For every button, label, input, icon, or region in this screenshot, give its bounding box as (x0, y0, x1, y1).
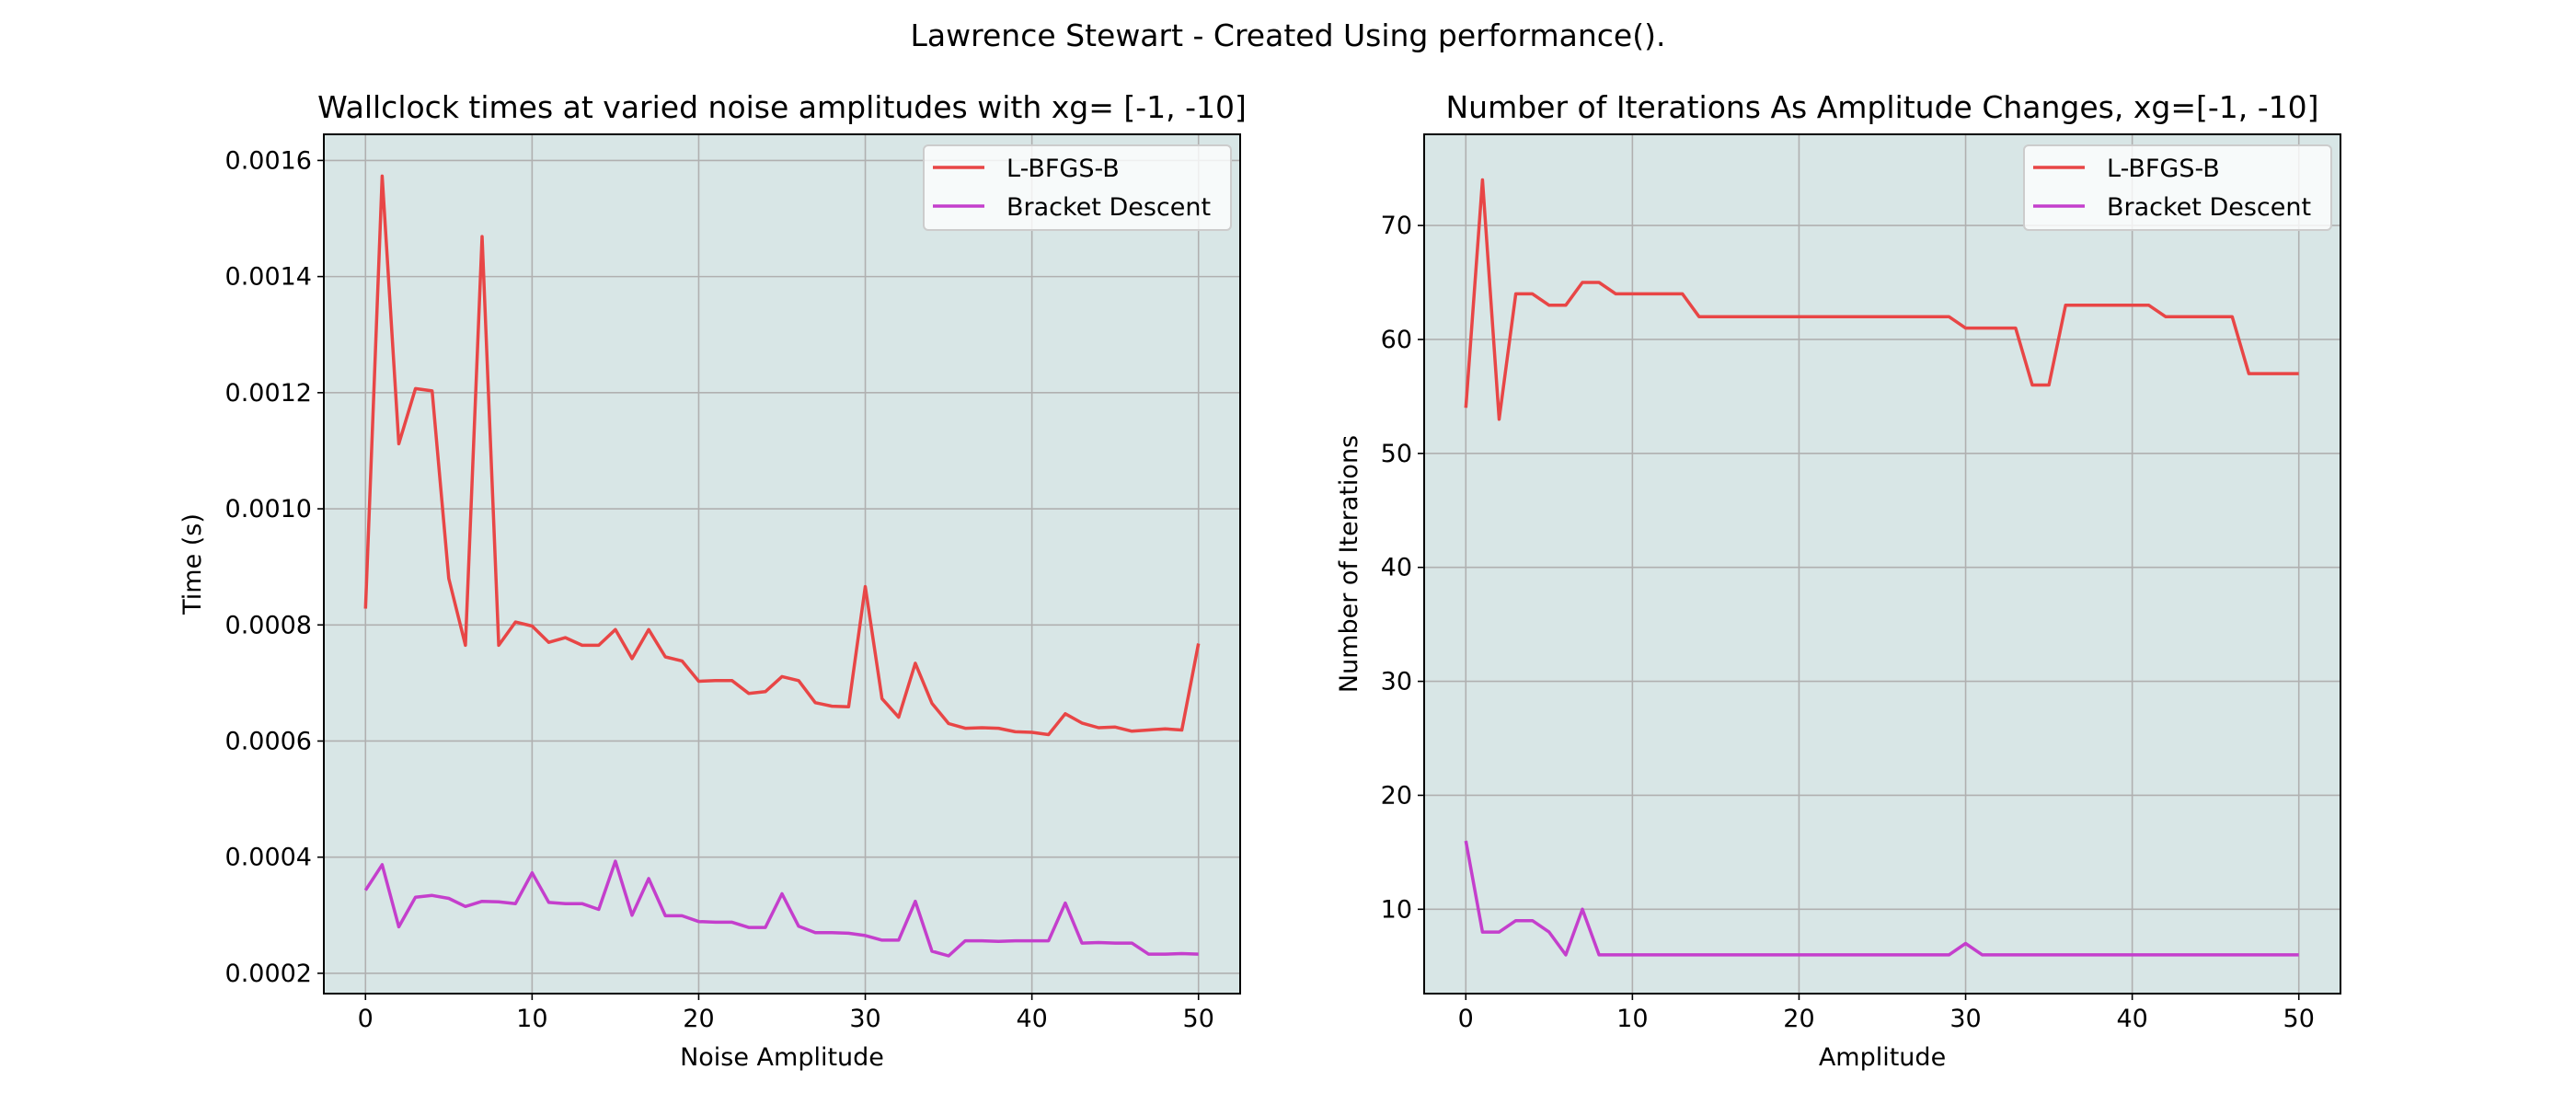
plot-frame (1423, 133, 2341, 995)
series-lines (363, 174, 1201, 958)
y-tick-label: 0.0002 (225, 960, 312, 988)
y-tick-label: 60 (1381, 326, 1412, 354)
chart-title: Number of Iterations As Amplitude Change… (1445, 89, 2318, 125)
y-tick-label: 0.0004 (225, 844, 312, 872)
x-ticks: 0 10 20 30 40 50 (1458, 994, 2315, 1033)
iterations-chart: 0 10 20 30 40 50 10 20 30 40 50 60 70 Number of Ite… (1335, 89, 2341, 1072)
x-ticks: 0 10 20 30 40 50 (358, 994, 1214, 1033)
y-ticks: 10 20 30 40 50 60 70 (1381, 212, 1424, 924)
series-line-l-bfgs-b (1464, 178, 2299, 421)
y-tick-label: 30 (1381, 668, 1412, 696)
legend-label-bracket-descent: Bracket Descent (2107, 193, 2311, 222)
legend: L-BFGS-B Bracket Descent (2023, 144, 2332, 231)
wallclock-times-chart: 0 10 20 30 40 50 0.00020.00040.00060.00080.00… (178, 89, 1247, 1072)
y-tick-label: 40 (1381, 554, 1412, 582)
x-tick-label: 0 (1458, 1005, 1474, 1033)
y-tick-label: 20 (1381, 781, 1412, 810)
series-line-l-bfgs-b (363, 174, 1201, 737)
x-axis-label: Noise Amplitude (680, 1043, 884, 1072)
plot-area-background (324, 134, 1240, 994)
legend-box (2023, 144, 2332, 231)
grid-lines (324, 134, 1240, 994)
y-tick-label: 0.0012 (225, 379, 312, 408)
x-tick-label: 20 (683, 1005, 714, 1033)
x-tick-label: 40 (1016, 1005, 1047, 1033)
y-tick-label: 0.0006 (225, 727, 312, 755)
grid-lines (1424, 134, 2340, 994)
x-tick-label: 10 (1616, 1005, 1648, 1033)
y-axis-label: Time (s) (178, 513, 207, 615)
y-tick-label: 0.0010 (225, 495, 312, 523)
x-axis-label: Amplitude (1819, 1043, 1946, 1072)
series-line-bracket-descent (363, 859, 1199, 958)
x-tick-label: 0 (358, 1005, 374, 1033)
y-tick-label: 70 (1381, 212, 1412, 240)
plot-frame (323, 133, 1241, 995)
y-tick-label: 50 (1381, 440, 1412, 468)
x-tick-label: 50 (1183, 1005, 1214, 1033)
plot-area-background (1424, 134, 2340, 994)
chart-title: Wallclock times at varied noise amplitud… (317, 89, 1247, 125)
y-tick-label: 0.0008 (225, 611, 312, 639)
series-lines (1464, 178, 2299, 957)
x-tick-label: 10 (516, 1005, 547, 1033)
y-tick-label: 0.0016 (225, 146, 312, 175)
x-tick-label: 30 (849, 1005, 880, 1033)
x-tick-label: 40 (2116, 1005, 2147, 1033)
y-ticks: 0.0002 0.0004 0.0006 0.0008 0.0010 0.0012 0.00… (225, 146, 324, 988)
figure-suptitle: Lawrence Stewart - Created Using perform… (911, 17, 1666, 53)
x-tick-label: 50 (2283, 1005, 2315, 1033)
series-line-bracket-descent (1464, 840, 2299, 957)
legend: L-BFGS-B Bracket Descent (923, 144, 1232, 231)
y-tick-label: 0.0014 (225, 263, 312, 292)
y-axis-label: Number of Iterations (1335, 435, 1363, 693)
legend-label-bracket-descent: Bracket Descent (1006, 193, 1211, 222)
legend-label-lbfgsb: L-BFGS-B (1006, 155, 1120, 183)
legend-box (923, 144, 1232, 231)
x-tick-label: 30 (1949, 1005, 1981, 1033)
y-tick-label: 10 (1381, 895, 1412, 924)
legend-label-lbfgsb: L-BFGS-B (2107, 155, 2220, 183)
x-tick-label: 20 (1783, 1005, 1814, 1033)
